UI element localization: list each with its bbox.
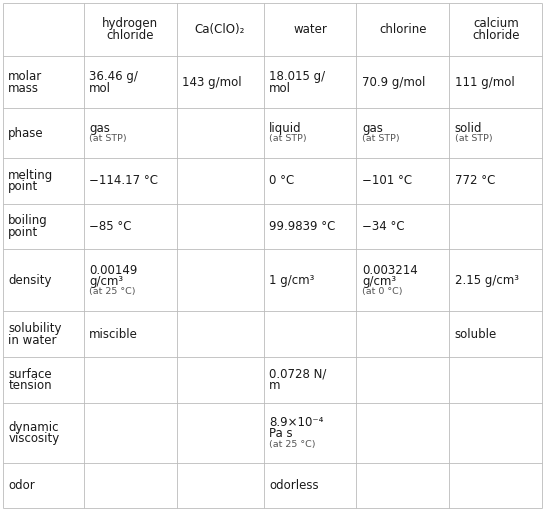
Text: dynamic: dynamic: [8, 421, 59, 433]
Text: mol: mol: [269, 82, 291, 95]
Text: solid: solid: [455, 122, 482, 135]
Text: 111 g/mol: 111 g/mol: [455, 76, 514, 89]
Text: in water: in water: [8, 334, 57, 346]
Text: 2.15 g/cm³: 2.15 g/cm³: [455, 274, 519, 287]
Text: point: point: [8, 226, 39, 239]
Text: g/cm³: g/cm³: [362, 275, 396, 288]
Text: water: water: [293, 23, 327, 36]
Text: (at STP): (at STP): [455, 134, 493, 144]
Text: gas: gas: [362, 122, 383, 135]
Text: 99.9839 °C: 99.9839 °C: [269, 220, 335, 233]
Text: mol: mol: [89, 82, 111, 95]
Text: 0.003214: 0.003214: [362, 264, 417, 276]
Text: −34 °C: −34 °C: [362, 220, 404, 233]
Text: density: density: [8, 274, 52, 287]
Text: 36.46 g/: 36.46 g/: [89, 70, 138, 83]
Text: tension: tension: [8, 379, 52, 392]
Text: odorless: odorless: [269, 479, 319, 492]
Text: −114.17 °C: −114.17 °C: [89, 174, 158, 188]
Text: chloride: chloride: [106, 29, 154, 42]
Text: (at STP): (at STP): [89, 134, 127, 144]
Text: m: m: [269, 379, 281, 392]
Text: calcium: calcium: [473, 17, 519, 30]
Text: melting: melting: [8, 169, 53, 181]
Text: point: point: [8, 180, 39, 193]
Text: (at 25 °C): (at 25 °C): [89, 287, 136, 296]
Text: chloride: chloride: [472, 29, 519, 42]
Text: 1 g/cm³: 1 g/cm³: [269, 274, 314, 287]
Text: gas: gas: [89, 122, 110, 135]
Text: 18.015 g/: 18.015 g/: [269, 70, 325, 83]
Text: hydrogen: hydrogen: [102, 17, 158, 30]
Text: (at 25 °C): (at 25 °C): [269, 440, 316, 449]
Text: Pa s: Pa s: [269, 427, 293, 440]
Text: 772 °C: 772 °C: [455, 174, 495, 188]
Text: phase: phase: [8, 127, 44, 140]
Text: odor: odor: [8, 479, 35, 492]
Text: solubility: solubility: [8, 322, 62, 335]
Text: 143 g/mol: 143 g/mol: [182, 76, 241, 89]
Text: −85 °C: −85 °C: [89, 220, 131, 233]
Text: 0.00149: 0.00149: [89, 264, 137, 276]
Text: miscible: miscible: [89, 328, 138, 341]
Text: 70.9 g/mol: 70.9 g/mol: [362, 76, 425, 89]
Text: (at STP): (at STP): [362, 134, 399, 144]
Text: boiling: boiling: [8, 214, 48, 227]
Text: viscosity: viscosity: [8, 432, 59, 445]
Text: surface: surface: [8, 367, 52, 381]
Text: molar: molar: [8, 70, 43, 83]
Text: mass: mass: [8, 82, 39, 95]
Text: −101 °C: −101 °C: [362, 174, 412, 188]
Text: g/cm³: g/cm³: [89, 275, 123, 288]
Text: (at STP): (at STP): [269, 134, 307, 144]
Text: 0 °C: 0 °C: [269, 174, 294, 188]
Text: 8.9×10⁻⁴: 8.9×10⁻⁴: [269, 416, 323, 429]
Text: Ca(ClO)₂: Ca(ClO)₂: [195, 23, 245, 36]
Text: (at 0 °C): (at 0 °C): [362, 287, 402, 296]
Text: liquid: liquid: [269, 122, 301, 135]
Text: soluble: soluble: [455, 328, 497, 341]
Text: chlorine: chlorine: [379, 23, 427, 36]
Text: 0.0728 N/: 0.0728 N/: [269, 367, 326, 381]
